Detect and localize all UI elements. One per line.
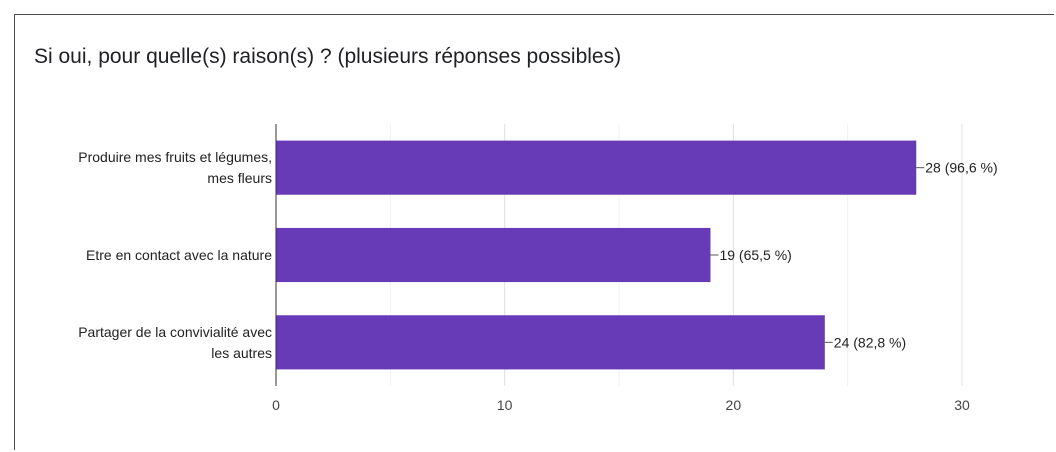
x-tick-label: 30 [954,397,970,413]
x-tick-label: 0 [272,397,280,413]
category-label: Etre en contact avec la nature [86,247,272,263]
data-label: 19 (65,5 %) [719,247,791,263]
category-label: les autres [211,345,272,361]
bar[interactable] [276,315,825,370]
category-label: mes fleurs [207,170,272,186]
x-tick-label: 10 [497,397,513,413]
category-label: Partager de la convivialité avec [78,324,272,340]
chart-title: Si oui, pour quelle(s) raison(s) ? (plus… [34,45,622,68]
category-label: Produire mes fruits et légumes, [78,149,272,165]
x-tick-label: 20 [726,397,742,413]
bar[interactable] [276,140,917,195]
data-label: 28 (96,6 %) [925,160,997,176]
data-label: 24 (82,8 %) [834,334,906,350]
bar[interactable] [276,227,711,283]
